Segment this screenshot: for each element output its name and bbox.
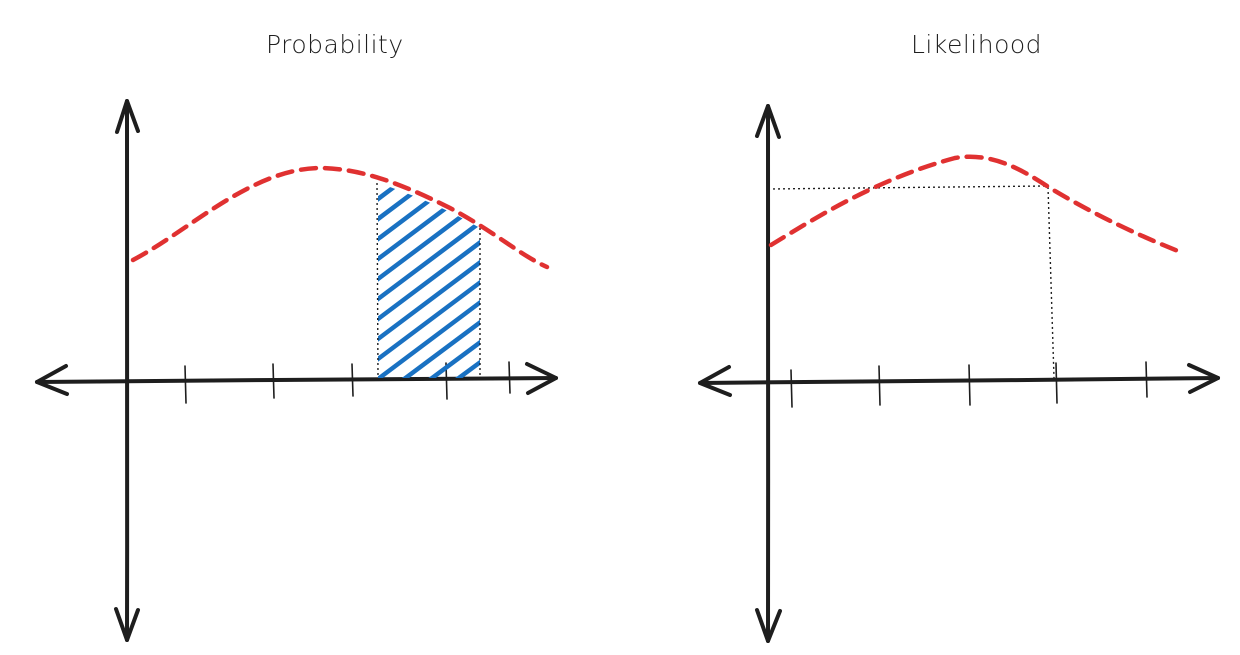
likelihood-tick-4 (1055, 362, 1058, 404)
probability-panel (35, 99, 558, 642)
probability-lower-bound (376, 182, 379, 379)
likelihood-y-axis (755, 104, 782, 643)
probability-x-axis (35, 362, 558, 396)
likelihood-tick-5 (1145, 361, 1148, 398)
likelihood-tick-1 (790, 369, 793, 408)
likelihood-horizontal-reference (767, 185, 1047, 190)
likelihood-x-ticks (790, 361, 1148, 408)
probability-y-axis (114, 99, 140, 642)
likelihood-panel (698, 104, 1220, 643)
likelihood-tick-3 (968, 364, 971, 406)
likelihood-title: Likelihood (911, 30, 1043, 59)
probability-tick-1 (184, 365, 187, 404)
probability-tick-2 (272, 363, 275, 399)
likelihood-reference-lines (767, 185, 1055, 379)
probability-shaded-area (378, 183, 480, 378)
likelihood-tick-2 (878, 365, 881, 406)
likelihood-curve (768, 154, 1186, 256)
probability-tick-3 (351, 363, 354, 397)
likelihood-x-axis (698, 363, 1220, 397)
likelihood-vertical-reference (1047, 186, 1055, 379)
probability-title: Probability (266, 30, 404, 59)
probability-x-ticks (184, 361, 511, 404)
probability-curve (130, 165, 550, 270)
probability-tick-5 (508, 361, 511, 394)
